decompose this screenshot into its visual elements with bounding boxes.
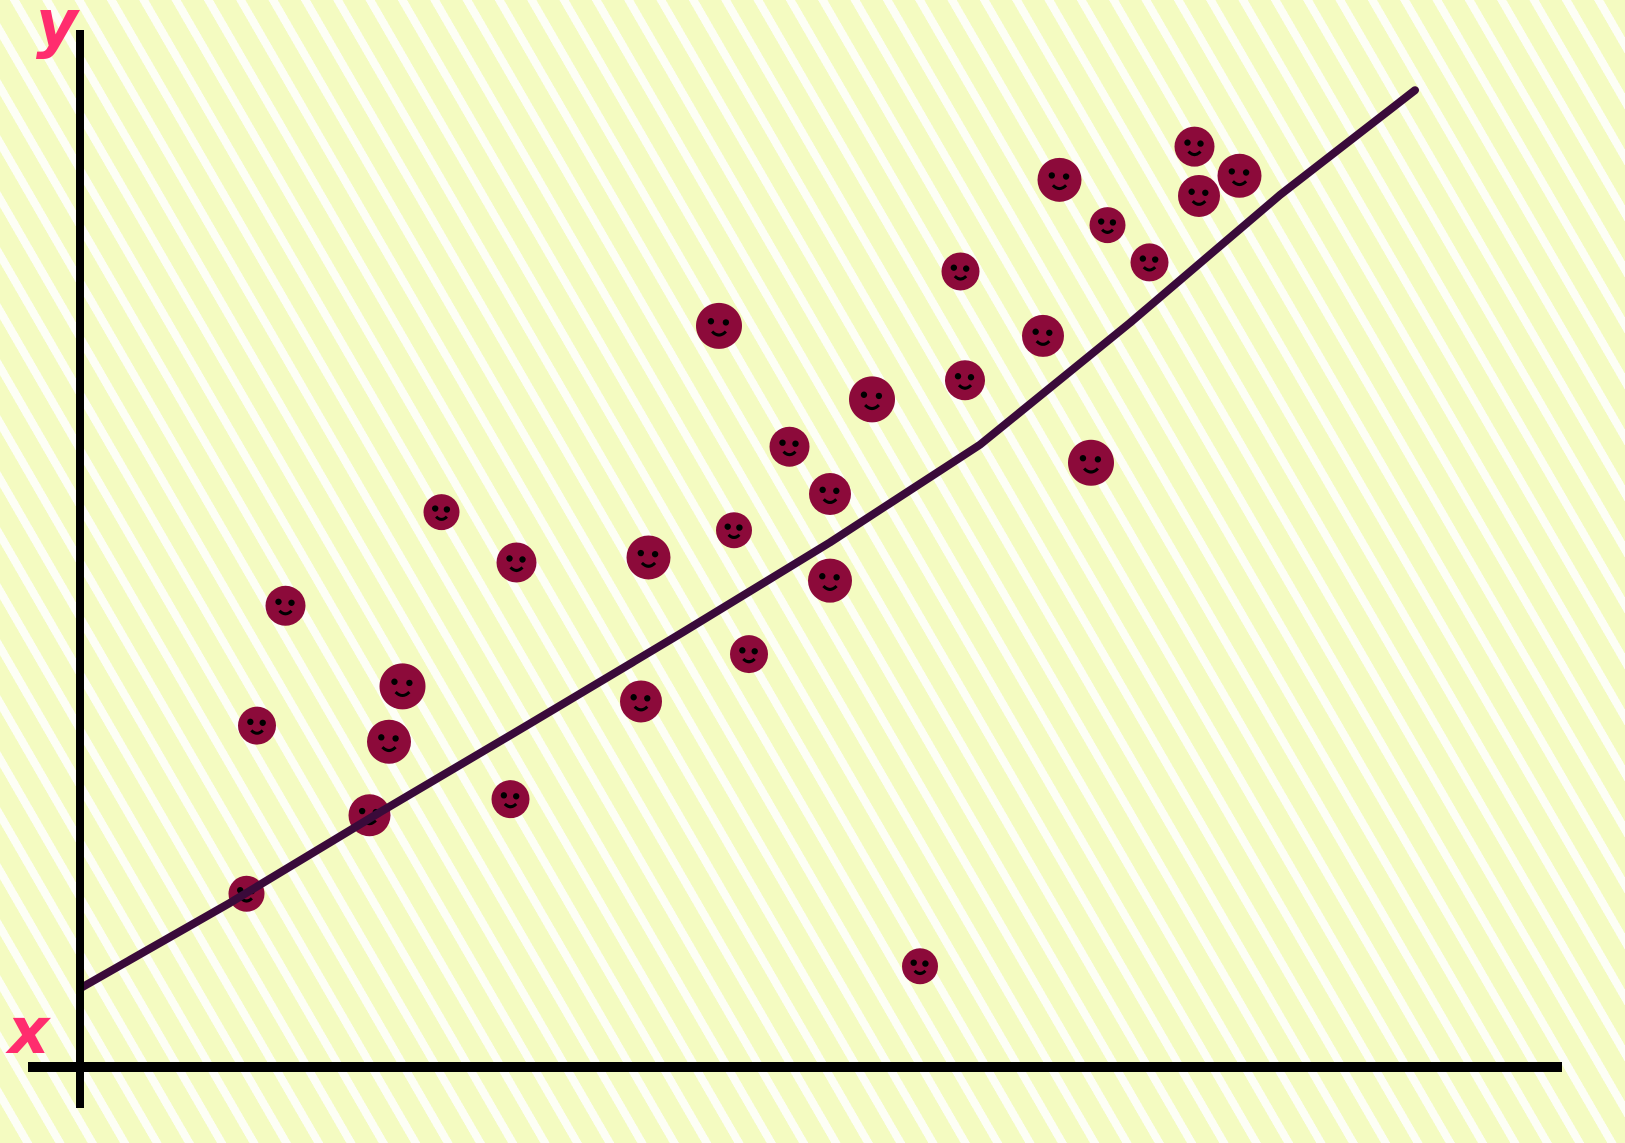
data-point: [379, 663, 426, 710]
data-point: [1174, 126, 1215, 167]
data-point: [1217, 153, 1262, 198]
data-point: [1037, 157, 1082, 202]
data-point: [1130, 243, 1169, 282]
y-axis-label: y: [36, 0, 78, 61]
data-point: [1068, 439, 1114, 486]
data-point: [849, 376, 895, 423]
points-layer: [228, 126, 1262, 985]
data-point: [945, 360, 985, 401]
data-point: [809, 473, 851, 516]
data-point: [367, 719, 411, 764]
data-point: [769, 426, 810, 467]
data-point: [941, 252, 980, 291]
data-point: [265, 585, 306, 626]
data-point: [626, 535, 671, 580]
data-point: [1178, 174, 1220, 217]
data-point: [730, 635, 768, 674]
data-point: [496, 542, 537, 583]
data-point: [808, 558, 852, 603]
x-axis-label: x: [8, 995, 50, 1069]
data-point: [1022, 314, 1064, 357]
trend-line: [76, 86, 1419, 993]
data-point: [423, 494, 460, 531]
data-point: [1089, 207, 1126, 244]
data-point: [696, 302, 742, 349]
data-point: [902, 948, 938, 985]
data-point: [238, 706, 276, 745]
data-point: [716, 512, 752, 549]
data-point: [620, 680, 662, 723]
data-point: [491, 780, 530, 819]
